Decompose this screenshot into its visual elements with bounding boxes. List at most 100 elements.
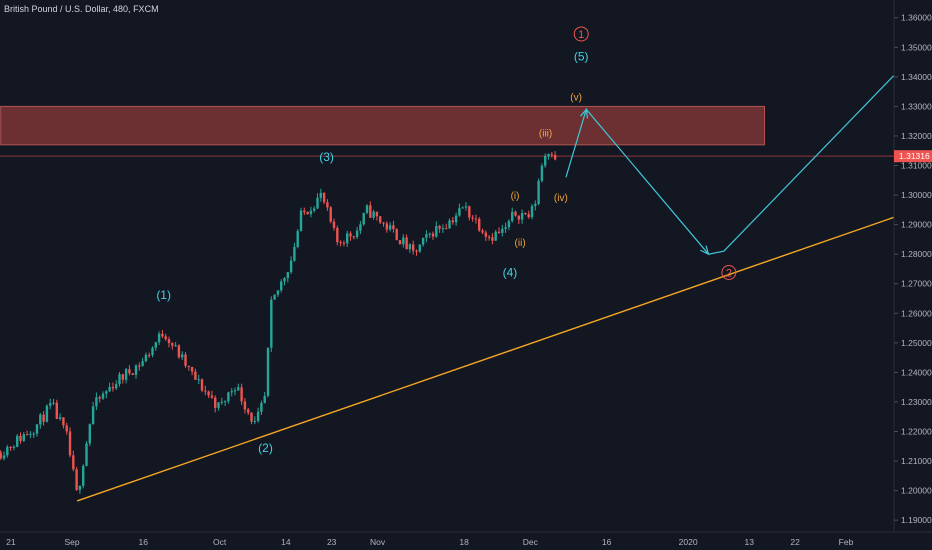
candle-body xyxy=(329,207,332,222)
candle-body xyxy=(32,433,35,435)
candle-body xyxy=(415,250,418,252)
candle-body xyxy=(250,412,253,422)
x-tick-label: 23 xyxy=(327,537,337,547)
candle-body xyxy=(553,154,557,160)
x-tick-label: Dec xyxy=(523,537,539,547)
projection-arrow-down xyxy=(700,245,710,256)
wave-label: (2) xyxy=(258,441,273,455)
candle-body xyxy=(85,443,88,466)
candle-body xyxy=(88,424,92,444)
candle-body xyxy=(537,180,540,204)
candle-body xyxy=(164,336,167,340)
candle-body xyxy=(511,211,514,222)
candle-body xyxy=(497,231,501,233)
candle-body xyxy=(194,371,197,380)
candle-body xyxy=(65,425,68,432)
candle-body xyxy=(461,207,464,209)
candle-body xyxy=(82,465,85,486)
y-tick-label: 1.20000 xyxy=(901,486,932,496)
candle-body xyxy=(187,365,191,367)
resistance-zone xyxy=(0,105,766,146)
candle-body xyxy=(289,260,293,273)
candle-body xyxy=(214,397,217,408)
y-tick-label: 1.28000 xyxy=(901,249,932,259)
y-tick-label: 1.26000 xyxy=(901,308,932,318)
candle-body xyxy=(237,387,240,391)
candle-body xyxy=(372,211,375,218)
candle-body xyxy=(299,210,303,232)
candle-body xyxy=(58,417,62,419)
candle-body xyxy=(151,347,154,355)
candle-body xyxy=(316,197,319,209)
candle-body xyxy=(398,240,402,245)
y-tick-label: 1.21000 xyxy=(901,456,932,466)
candle-body xyxy=(346,233,349,244)
current-price-tag xyxy=(894,150,932,163)
candle-body xyxy=(365,205,369,213)
y-tick-label: 1.33000 xyxy=(901,101,932,111)
candle-body xyxy=(263,395,266,403)
x-tick-label: 2020 xyxy=(679,537,698,547)
y-tick-label: 1.22000 xyxy=(901,427,932,437)
candle-body xyxy=(481,230,484,233)
candle-body xyxy=(45,405,49,422)
candle-body xyxy=(379,216,382,223)
candle-body xyxy=(124,369,128,380)
candle-body xyxy=(128,369,131,374)
candle-body xyxy=(514,211,517,216)
candle-body xyxy=(283,278,286,282)
candle-body xyxy=(141,361,144,366)
candle-body xyxy=(339,242,342,244)
y-tick-label: 1.29000 xyxy=(901,220,932,230)
candle-body xyxy=(421,237,425,245)
candle-body xyxy=(35,424,39,434)
candle-body xyxy=(474,218,478,220)
wave-label: (5) xyxy=(574,50,589,64)
candle-body xyxy=(98,397,101,399)
candle-body xyxy=(55,402,59,419)
y-tick-label: 1.32000 xyxy=(901,131,932,141)
candle-body xyxy=(448,220,451,229)
candle-body xyxy=(428,233,431,235)
candle-body xyxy=(501,228,504,233)
candle-body xyxy=(534,203,537,206)
candle-body xyxy=(550,154,554,156)
candle-body xyxy=(471,217,474,219)
candle-body xyxy=(431,233,435,237)
candle-body xyxy=(547,154,550,156)
candle-body xyxy=(223,401,227,403)
wave-label: (1) xyxy=(156,288,171,302)
wave-label: (iii) xyxy=(539,128,552,139)
y-tick-label: 1.36000 xyxy=(901,13,932,23)
wave-label: (v) xyxy=(570,93,582,104)
candle-body xyxy=(412,244,415,251)
candle-body xyxy=(181,354,184,358)
candle-body xyxy=(322,192,326,203)
candle-body xyxy=(108,386,111,392)
candle-body xyxy=(507,221,511,228)
candle-body xyxy=(342,242,346,244)
candle-body xyxy=(266,347,270,396)
candle-body xyxy=(273,294,276,300)
candle-body xyxy=(520,213,524,220)
candle-body xyxy=(12,446,16,448)
candle-body xyxy=(385,223,389,230)
candle-body xyxy=(408,244,412,250)
x-tick-label: Oct xyxy=(213,537,227,547)
chart-title: British Pound / U.S. Dollar, 480, FXCM xyxy=(4,4,159,14)
candle-body xyxy=(111,386,115,389)
candle-body xyxy=(157,333,161,343)
candle-body xyxy=(494,231,497,241)
candle-body xyxy=(517,215,521,220)
candle-body xyxy=(177,345,181,358)
candle-body xyxy=(487,236,491,238)
candle-body xyxy=(484,232,488,237)
candle-body xyxy=(105,391,108,394)
candle-body xyxy=(336,227,339,243)
candle-body xyxy=(332,221,336,228)
candle-body xyxy=(131,373,134,375)
candle-body xyxy=(220,401,224,403)
candle-body xyxy=(68,431,72,456)
